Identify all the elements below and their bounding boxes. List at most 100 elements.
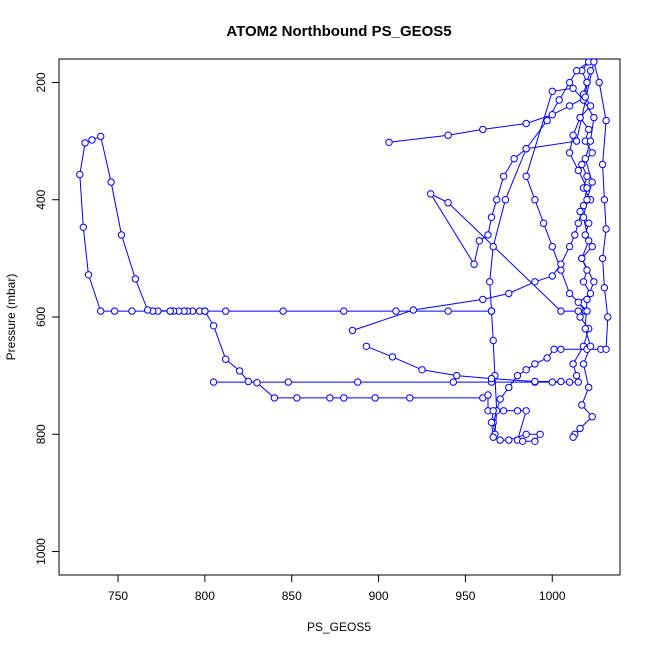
data-point [201,307,209,315]
data-point [590,113,598,122]
data-point [565,378,574,386]
data-point [97,307,105,315]
data-point [385,138,393,147]
data-point [418,366,426,374]
data-point [574,298,582,306]
data-point [388,353,397,361]
data-point [569,131,577,139]
data-point [543,116,551,125]
data-point [340,394,348,402]
data-point [88,136,96,144]
data-point [110,307,119,315]
data-point [557,260,565,268]
data-point [586,137,595,145]
x-tick-label: 950 [455,589,475,603]
data-point [293,394,301,402]
data-point [569,433,577,441]
data-point [489,242,497,251]
data-point [583,196,591,204]
data-point [598,160,607,169]
data-point [209,378,218,386]
data-point [97,132,105,141]
data-point [602,345,610,353]
data-point [444,131,452,139]
data-point [539,219,548,227]
data-point [487,213,496,222]
data-point [572,371,581,380]
data-point [581,93,589,101]
y-tick-label: 800 [34,424,48,444]
data-point [536,430,544,438]
data-point [557,377,565,386]
data-point [579,278,588,286]
data-point [371,394,379,402]
data-point [427,190,435,198]
data-point [235,367,244,375]
data-point [565,289,574,298]
data-point [409,306,417,314]
data-point [501,196,510,204]
data-point [569,360,577,368]
x-axis-label: PS_GEOS5 [307,620,371,634]
data-point [79,223,88,232]
data-point [270,394,279,402]
data-point [522,430,530,438]
data-point [392,307,400,315]
data-point [499,172,508,181]
data-point [489,433,497,441]
data-point [576,113,584,122]
x-tick-label: 750 [108,589,128,603]
data-point [444,199,452,207]
data-point [588,242,596,251]
data-point [579,201,588,210]
data-point [557,307,565,315]
data-point [569,84,577,93]
data-point [574,378,582,386]
data-point [585,219,593,227]
data-point [453,371,461,380]
data-point [581,325,589,333]
data-point [107,178,115,186]
data-point [579,360,588,368]
data-point [131,275,140,283]
data-point [572,137,581,145]
y-tick-label: 400 [34,189,48,209]
data-point [583,172,591,181]
data-point [484,231,492,239]
x-tick-label: 850 [282,589,302,603]
data-point [244,377,253,386]
data-point [487,374,496,383]
y-tick-label: 200 [34,72,48,92]
data-point [531,360,539,368]
data-point [493,196,501,204]
data-point [548,87,556,96]
data-point [583,184,591,192]
data-point [496,436,504,444]
data-point [583,295,591,304]
data-point [522,366,530,374]
data-point [565,149,574,157]
data-point [510,155,518,163]
data-point [602,225,610,233]
data-point [505,289,513,298]
data-point [505,436,513,444]
data-point [531,437,539,445]
data-point [548,378,556,386]
data-point [348,326,357,335]
data-point [576,207,584,216]
data-point [548,272,556,280]
data-point [565,78,574,87]
data-point [574,219,582,227]
data-point [487,418,496,427]
data-point [486,278,494,286]
data-point [340,307,348,315]
y-tick-label: 1000 [34,538,48,565]
data-point [602,116,610,125]
data-point [84,271,93,279]
data-point [222,307,230,315]
data-point [586,289,595,298]
data-point [574,166,582,175]
data-point [326,394,334,402]
x-tick-label: 1000 [539,589,566,603]
